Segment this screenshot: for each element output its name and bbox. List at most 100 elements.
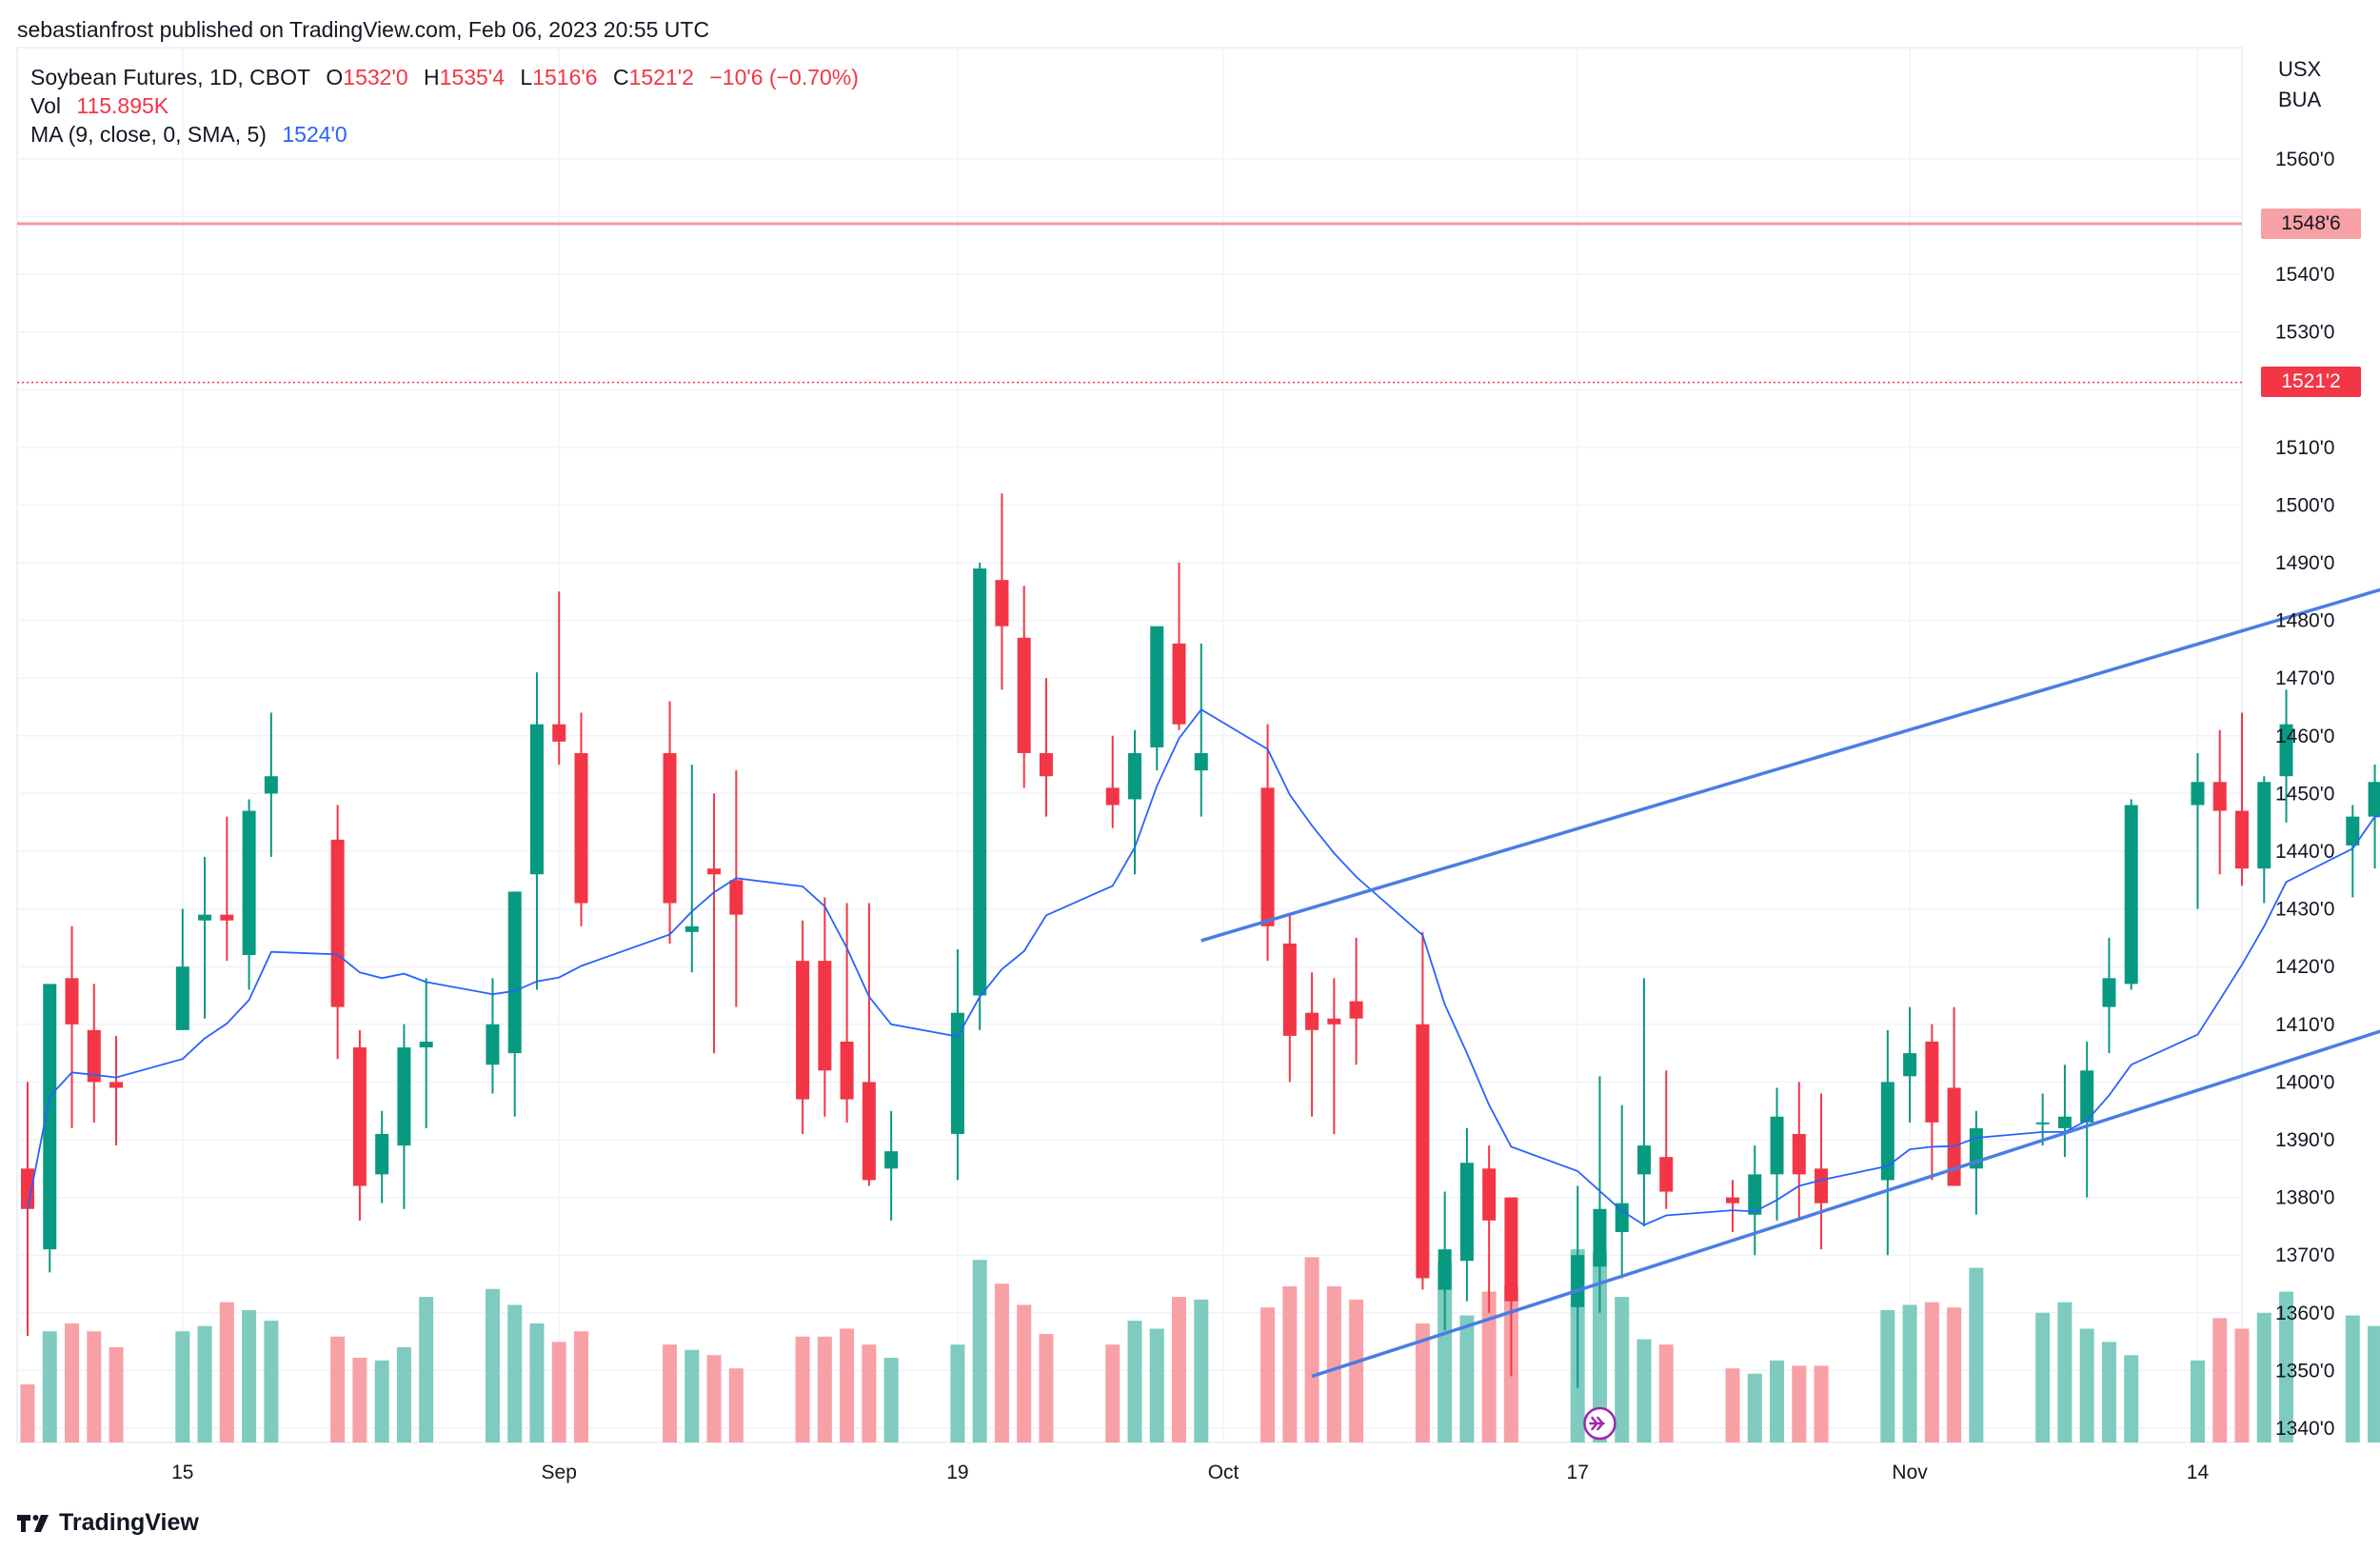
volume-bar xyxy=(330,1336,346,1443)
y-tick-label: 1540'0 xyxy=(2275,264,2334,286)
x-tick-label: 15 xyxy=(171,1462,193,1483)
price-axis[interactable]: 1340'0 1350'0 1360'0 1370'0 1380'0 1390'0 1400… xyxy=(2275,149,2334,1440)
time-axis[interactable]: 15Sep19Oct17Nov14Dec19202317Feb14Mar xyxy=(171,1462,2380,1483)
channel-line-lower xyxy=(1311,1029,2380,1379)
volume-bar xyxy=(1615,1297,1630,1443)
volume-bar xyxy=(1127,1321,1142,1443)
volume-bar xyxy=(950,1344,965,1443)
volume-bar xyxy=(2368,1325,2380,1443)
close-label: C xyxy=(612,65,629,90)
volume-bar xyxy=(840,1328,855,1443)
candle-body xyxy=(1150,626,1164,747)
low-label: L xyxy=(520,65,533,90)
volume-bar xyxy=(1636,1339,1652,1443)
volume-bar xyxy=(2256,1312,2271,1443)
volume-bar xyxy=(2124,1355,2139,1443)
volume-bar xyxy=(2057,1302,2073,1443)
volume-bar xyxy=(242,1310,257,1443)
low-value: 1516'6 xyxy=(532,65,598,90)
candle-body xyxy=(65,978,79,1025)
candle-body xyxy=(2257,782,2271,869)
volume-bar xyxy=(1770,1360,1785,1443)
candle-body xyxy=(2035,1122,2050,1124)
volume-bar xyxy=(1459,1315,1475,1443)
candle-body xyxy=(1194,752,1208,771)
candle-body xyxy=(1327,1018,1341,1025)
volume-bar xyxy=(972,1260,987,1443)
resistance-price-tag: 1548'6 xyxy=(2261,209,2361,239)
candle-body xyxy=(574,752,588,904)
candle-body xyxy=(2080,1070,2094,1123)
candle-body xyxy=(707,868,722,875)
candle-body xyxy=(1504,1197,1518,1302)
y-tick-label: 1490'0 xyxy=(2275,552,2334,574)
candle-body xyxy=(1593,1208,1607,1267)
volume-bar xyxy=(663,1344,678,1443)
candle-body xyxy=(684,925,699,932)
y-tick-label: 1440'0 xyxy=(2275,841,2334,863)
legend-volume-row: Vol 115.895K xyxy=(30,91,859,120)
candle-body xyxy=(109,1082,124,1088)
volume-bar xyxy=(42,1331,57,1443)
high-value: 1535'4 xyxy=(439,65,506,90)
volume-bar xyxy=(2079,1328,2094,1443)
candle-body xyxy=(2212,782,2227,811)
x-tick-label: 19 xyxy=(946,1462,968,1483)
candle-body xyxy=(552,724,566,742)
volume-label[interactable]: Vol xyxy=(30,93,61,118)
candle-body xyxy=(87,1029,101,1083)
y-tick-label: 1420'0 xyxy=(2275,956,2334,978)
candle-body xyxy=(330,839,345,1007)
candle-body xyxy=(2057,1116,2072,1128)
y-tick-label: 1360'0 xyxy=(2275,1303,2334,1324)
y-tick-label: 1390'0 xyxy=(2275,1129,2334,1151)
volume-bar xyxy=(862,1344,877,1443)
tradingview-brand[interactable]: TradingView xyxy=(17,1509,199,1537)
symbol-title[interactable]: Soybean Futures, 1D, CBOT xyxy=(30,65,311,90)
candle-body xyxy=(1128,752,1141,800)
candle-body xyxy=(1260,787,1275,926)
volume-bar xyxy=(2035,1312,2051,1443)
candle-body xyxy=(950,1012,964,1134)
candle-body xyxy=(663,752,677,904)
volume-bar xyxy=(109,1346,124,1443)
open-label: O xyxy=(326,65,344,90)
volume-bar xyxy=(706,1355,722,1443)
chart-overlays xyxy=(17,222,2380,1379)
volume-bar xyxy=(1902,1304,1917,1443)
volume-bar xyxy=(817,1336,832,1443)
open-value: 1532'0 xyxy=(343,65,408,90)
volume-bar xyxy=(1592,1251,1607,1443)
y-tick-label: 1370'0 xyxy=(2275,1244,2334,1266)
volume-bar xyxy=(994,1283,1009,1443)
volume-bar xyxy=(574,1331,588,1443)
volume-bar xyxy=(175,1331,190,1443)
ma-label[interactable]: MA (9, close, 0, SMA, 5) xyxy=(30,122,267,147)
candle-body xyxy=(419,1041,433,1048)
candle-body xyxy=(1770,1116,1784,1175)
chart-grid xyxy=(16,47,2243,1443)
volume-bar xyxy=(1149,1328,1164,1443)
volume-bar xyxy=(1105,1344,1121,1443)
candle-body xyxy=(884,1151,899,1169)
volume-bar xyxy=(684,1349,700,1443)
candle-body xyxy=(1615,1203,1629,1232)
y-tick-label: 1500'0 xyxy=(2275,494,2334,516)
volume-bar xyxy=(551,1342,566,1443)
y-tick-label: 1450'0 xyxy=(2275,783,2334,805)
candle-body xyxy=(2102,978,2116,1007)
candle-body xyxy=(486,1024,500,1065)
volume-bar xyxy=(374,1360,389,1443)
volume-bar xyxy=(2190,1360,2205,1443)
candle-body xyxy=(43,984,57,1250)
volume-bar xyxy=(795,1336,810,1443)
volume-bar xyxy=(2234,1328,2250,1443)
volume-bar xyxy=(1747,1373,1762,1443)
economic-event-icon[interactable] xyxy=(1583,1406,1616,1441)
candle-body xyxy=(1305,1012,1319,1030)
candle-body xyxy=(220,914,234,921)
event-markers[interactable] xyxy=(1583,1406,2380,1441)
volume-bar xyxy=(20,1383,35,1443)
volume-bar xyxy=(1792,1365,1807,1443)
